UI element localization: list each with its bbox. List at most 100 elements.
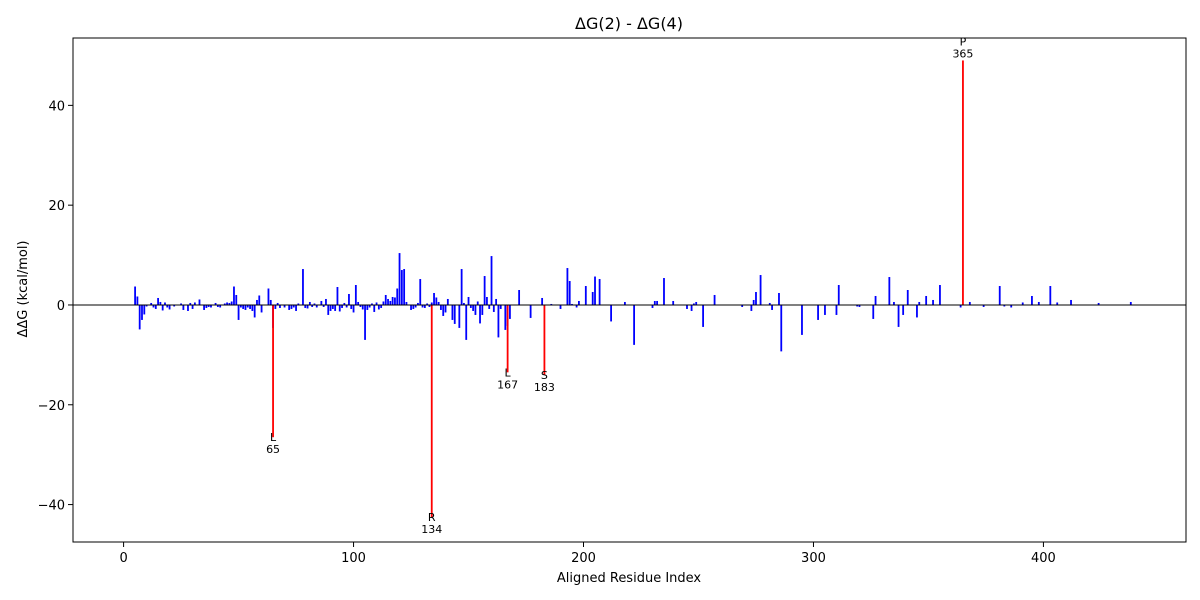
bar	[591, 292, 594, 305]
bar	[1056, 302, 1059, 305]
bar	[223, 303, 226, 305]
bar	[315, 304, 318, 308]
bar	[345, 304, 348, 308]
bar	[341, 304, 343, 308]
bar	[962, 60, 964, 305]
bar	[145, 304, 148, 307]
y-tick-label: −40	[38, 499, 65, 514]
bar	[633, 304, 635, 345]
bar	[417, 302, 419, 305]
bar	[398, 253, 401, 305]
bar	[430, 302, 433, 305]
bar	[428, 304, 431, 307]
bar	[488, 304, 491, 309]
bar	[566, 268, 569, 305]
bar	[939, 285, 941, 305]
bar	[187, 304, 189, 311]
bar	[663, 278, 665, 305]
bar	[166, 304, 169, 308]
bar	[141, 304, 143, 320]
bar	[651, 304, 654, 308]
bar	[421, 304, 424, 308]
bar	[203, 304, 205, 310]
bar	[210, 304, 212, 308]
annotation-index: 183	[534, 381, 555, 394]
bar	[348, 293, 350, 305]
bar	[228, 302, 231, 305]
bar	[692, 303, 695, 305]
bar	[249, 304, 251, 309]
bar	[959, 304, 962, 308]
bar	[304, 304, 307, 308]
annotation-residue: P	[960, 35, 967, 48]
bar	[154, 304, 157, 309]
bar	[138, 304, 141, 330]
bar	[423, 304, 426, 308]
bar	[405, 301, 408, 305]
bar	[414, 304, 417, 308]
bar	[302, 269, 304, 305]
bar	[497, 304, 500, 338]
bar	[594, 276, 596, 305]
bar	[361, 304, 364, 310]
bar	[189, 302, 192, 305]
bar	[446, 298, 449, 305]
bar	[136, 296, 139, 305]
bars-group	[134, 60, 1132, 518]
bar	[292, 304, 295, 308]
bar	[311, 304, 314, 307]
bar	[624, 301, 626, 305]
bar	[1070, 299, 1072, 305]
bar	[394, 297, 396, 305]
bar	[325, 298, 327, 305]
bar	[150, 302, 153, 305]
bar	[906, 290, 909, 305]
bar	[168, 304, 171, 310]
bar	[460, 269, 463, 305]
bar	[350, 304, 353, 309]
bar	[584, 286, 587, 305]
bar	[164, 302, 166, 305]
bar	[529, 304, 532, 318]
x-tick-label: 200	[571, 551, 596, 566]
bar	[925, 295, 928, 305]
bar	[161, 304, 164, 311]
bar	[465, 304, 468, 340]
bar	[180, 303, 182, 305]
bar	[235, 294, 238, 305]
bar	[817, 304, 819, 320]
bar	[269, 299, 272, 305]
bar	[768, 302, 771, 305]
bar	[509, 304, 511, 319]
bar	[713, 294, 716, 305]
bar	[541, 297, 544, 305]
bar	[382, 301, 385, 305]
x-axis-label: Aligned Residue Index	[557, 571, 702, 586]
bar	[897, 304, 900, 327]
bar	[134, 286, 136, 305]
bar	[308, 301, 311, 305]
bar	[1049, 286, 1052, 305]
bar	[191, 304, 194, 309]
bar	[157, 297, 159, 305]
bar	[481, 304, 484, 315]
bar	[306, 304, 309, 309]
bar	[260, 304, 263, 313]
bar	[695, 301, 698, 305]
bar	[391, 296, 394, 305]
bar	[778, 292, 780, 305]
bar	[336, 287, 339, 305]
bar	[451, 304, 454, 320]
bar	[653, 300, 656, 305]
annotation-residue: S	[541, 369, 548, 382]
chart-title: ΔG(2) - ΔG(4)	[575, 14, 683, 33]
bar	[371, 303, 373, 305]
bar	[173, 304, 176, 307]
bar	[288, 304, 291, 310]
bar	[472, 304, 475, 311]
bar	[492, 304, 495, 312]
bar	[476, 301, 479, 305]
y-tick-label: 0	[57, 299, 65, 314]
